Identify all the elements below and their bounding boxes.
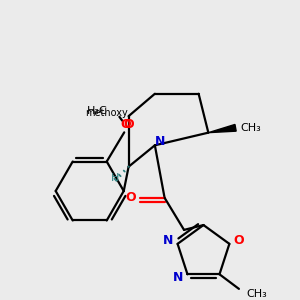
- Text: H: H: [111, 173, 119, 183]
- Polygon shape: [208, 124, 236, 133]
- Text: N: N: [154, 135, 165, 148]
- Text: O: O: [125, 191, 136, 204]
- Text: O: O: [124, 118, 134, 131]
- Text: methoxy: methoxy: [85, 108, 128, 118]
- Text: O: O: [234, 234, 244, 248]
- Text: N: N: [163, 234, 173, 248]
- Text: N: N: [172, 271, 183, 284]
- Text: CH₃: CH₃: [240, 123, 261, 133]
- Text: CH₃: CH₃: [247, 289, 268, 299]
- Text: H₃C: H₃C: [87, 106, 108, 116]
- Text: O: O: [121, 118, 131, 131]
